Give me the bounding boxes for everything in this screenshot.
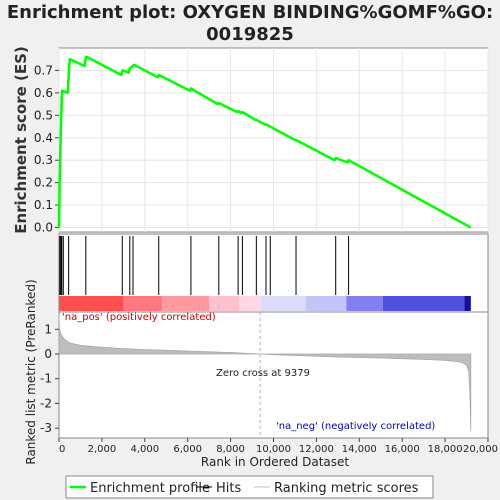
es-panel-series	[57, 55, 472, 229]
legend-items: Enrichment profile Hits Ranking metric sco…	[70, 481, 419, 496]
colorbar-segment	[59, 296, 124, 311]
metric-panel-y-ticks: 1 0 -1 -2 -3	[40, 322, 59, 435]
chart-title-line1: Enrichment plot: OXYGEN BINDING%GOMF%GO:	[7, 2, 493, 23]
colorbar-segment	[260, 296, 306, 311]
es-y-tick-label: 0.3	[34, 153, 53, 167]
es-panel-y-ticks: 0.0 0.1 0.2 0.3 0.4 0.5 0.6 0.7	[34, 63, 59, 235]
x-tick-label: 0	[59, 444, 65, 455]
metric-y-tick-label: -3	[40, 421, 52, 435]
x-tick-label: 16,000	[385, 444, 420, 455]
es-y-tick-label: 0.7	[34, 63, 53, 77]
x-tick-label: 18,000	[428, 444, 463, 455]
es-y-tick-label: 0.1	[34, 198, 53, 212]
x-tick-label: 14,000	[342, 444, 377, 455]
colorbar-segment	[382, 296, 465, 311]
x-tick-label: 12,000	[299, 444, 334, 455]
legend-label: Hits	[216, 481, 241, 496]
metric-panel-y-label: Ranked list metric (PreRanked)	[24, 279, 38, 464]
es-y-tick-label: 0.4	[34, 131, 53, 145]
metric-y-tick-label: -1	[40, 372, 52, 386]
x-tick-label: 10,000	[256, 444, 291, 455]
legend-box	[65, 475, 434, 499]
colorbar-segment	[239, 296, 261, 311]
rank-colorbar	[59, 296, 471, 311]
x-tick-label: 4,000	[130, 444, 159, 455]
metric-y-tick-label: 0	[44, 347, 52, 361]
es-panel-gridlines	[58, 48, 489, 232]
colorbar-segment	[464, 296, 471, 311]
es-y-tick-label: 0.0	[34, 221, 53, 235]
x-axis-ticks: 0 2,000 4,000 6,000 8,000 10,000 12,000 14,000 1…	[58, 438, 498, 455]
metric-y-tick-label: 1	[44, 322, 52, 336]
legend-label: Ranking metric scores	[274, 481, 419, 496]
metric-y-tick-label: -2	[40, 396, 52, 410]
legend-label: Enrichment profile	[90, 481, 210, 496]
zero-cross-label: Zero cross at 9379	[216, 368, 310, 379]
colorbar-segment	[209, 296, 240, 311]
es-y-tick-label: 0.5	[34, 108, 53, 122]
colorbar-segment	[346, 296, 383, 311]
x-axis-label: Rank in Ordered Dataset	[201, 455, 349, 469]
hits-panel-lines	[59, 236, 350, 295]
colorbar-segment	[123, 296, 162, 311]
enrichment-profile-line	[57, 55, 472, 229]
x-tick-label: 20,000	[463, 444, 498, 455]
x-tick-label: 6,000	[173, 444, 202, 455]
colorbar-segment	[305, 296, 347, 311]
chart-title-line2: 0019825	[206, 24, 294, 45]
x-tick-label: 8,000	[216, 444, 245, 455]
x-tick-label: 2,000	[88, 444, 117, 455]
es-panel-y-label: Enrichment score (ES)	[12, 46, 30, 234]
es-y-tick-label: 0.6	[34, 86, 53, 100]
pos-correlated-label: 'na_pos' (positively correlated)	[62, 312, 216, 323]
metric-panel-frame	[58, 311, 489, 439]
es-y-tick-label: 0.2	[34, 176, 53, 190]
colorbar-segment	[161, 296, 210, 311]
neg-correlated-label: 'na_neg' (negatively correlated)	[276, 421, 435, 432]
ranking-metric-area	[58, 314, 472, 431]
metric-panel-area	[58, 314, 472, 431]
